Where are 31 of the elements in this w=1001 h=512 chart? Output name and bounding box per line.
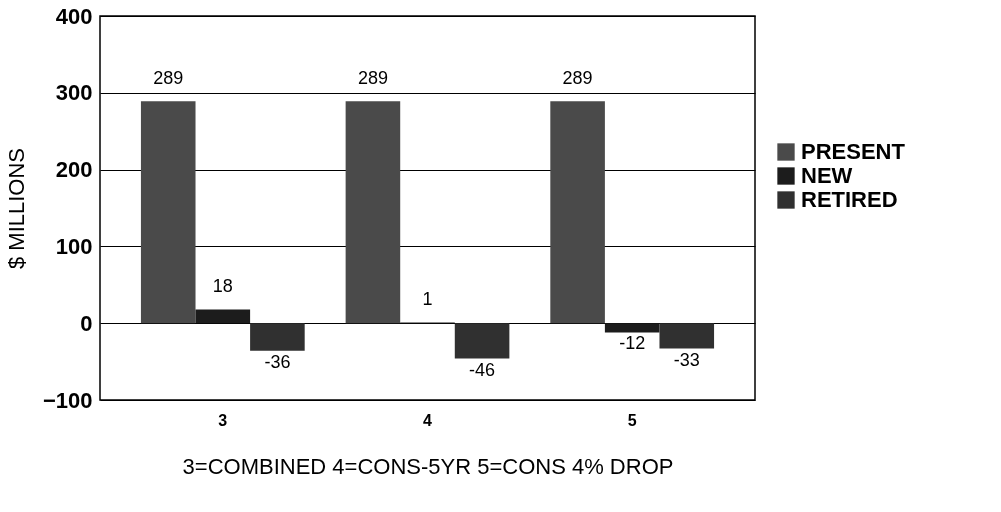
bar [345,101,401,324]
legend-label: NEW [801,163,853,188]
bar [550,101,605,324]
bar [195,309,251,324]
x-tick-label: 3 [218,411,228,429]
bar [454,323,510,359]
y-tick-label: −100 [42,387,93,413]
data-label: 18 [212,276,233,297]
y-tick-label: 200 [55,157,93,183]
data-label: 289 [357,68,388,89]
bar [604,323,660,333]
y-tick-label: 300 [55,80,93,106]
data-label: -46 [469,359,496,380]
data-label: -33 [673,349,700,370]
y-tick-label: 400 [55,3,93,29]
y-tick-label: 0 [80,310,93,336]
x-tick-label: 4 [423,411,433,429]
y-axis-title: $ MILLIONS [3,147,29,270]
bar [659,323,715,349]
x-tick-label: 5 [627,411,637,429]
data-label: 1 [422,289,433,310]
legend-label: RETIRED [801,187,898,212]
bar [250,323,305,351]
y-tick-label: 100 [55,233,93,259]
data-label: -12 [619,333,646,354]
legend-label: PRESENT [801,139,906,164]
x-axis-title: 3=COMBINED 4=CONS-5YR 5=CONS 4% DROP [182,453,674,479]
data-label: 289 [562,68,593,89]
data-label: -36 [264,351,291,372]
bar [140,101,196,324]
data-label: 289 [153,68,184,89]
